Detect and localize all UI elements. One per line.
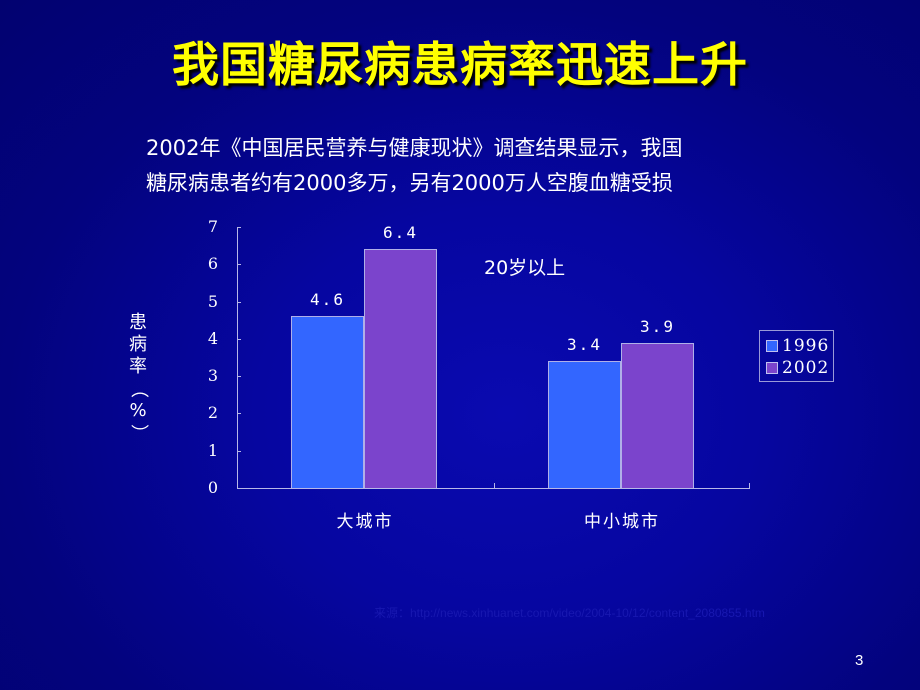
y-tick-label: 7 — [207, 217, 218, 236]
bar-1996-0 — [291, 316, 364, 488]
x-category-label: 中小城市 — [584, 512, 660, 532]
legend-label-2002: 2002 — [782, 358, 830, 378]
y-axis-label-char: ） — [128, 424, 149, 442]
y-tick-mark — [237, 227, 241, 228]
legend-item-1996: 1996 — [766, 336, 829, 356]
x-tick-mark — [494, 483, 495, 488]
legend-swatch-2002 — [766, 362, 778, 374]
y-axis-line — [237, 227, 238, 489]
bar-value-label: 3.9 — [640, 316, 675, 336]
bar-1996-1 — [548, 361, 621, 488]
y-tick-mark — [237, 338, 241, 340]
x-tick-mark — [749, 483, 750, 488]
x-axis-line — [237, 488, 750, 489]
y-tick-mark — [237, 413, 241, 415]
chart-legend: 1996 2002 — [759, 330, 834, 382]
y-axis-label-char: % — [129, 400, 147, 421]
y-tick-mark — [237, 264, 241, 266]
bar-value-label: 4.6 — [310, 290, 345, 310]
source-citation: 来源：http://news.xinhuanet.com/video/2004-… — [374, 606, 765, 620]
age-annotation: 20岁以上 — [484, 257, 566, 279]
y-tick-label: 3 — [207, 366, 218, 386]
legend-item-2002: 2002 — [766, 358, 829, 378]
y-tick-label: 1 — [207, 440, 218, 460]
subtitle-line-1: 2002年《中国居民营养与健康现状》调查结果显示，我国 — [146, 136, 683, 160]
bar-value-label: 6.4 — [383, 223, 418, 243]
y-tick-label: 4 — [207, 328, 218, 348]
legend-label-1996: 1996 — [782, 336, 830, 356]
y-axis-label: 患病率 （% ） — [126, 312, 150, 444]
y-tick-label: 0 — [207, 478, 218, 497]
page-number: 3 — [855, 652, 864, 669]
slide-title: 我国糖尿病患病率迅速上升 — [172, 38, 748, 93]
bar-2002-0 — [364, 249, 437, 488]
bar-value-label: 3.4 — [567, 335, 602, 355]
x-category-label: 大城市 — [336, 512, 394, 532]
bar-2002-1 — [621, 342, 694, 488]
subtitle-line-2: 糖尿病患者约有2000多万，另有2000万人空腹血糖受损 — [146, 171, 673, 195]
y-tick-mark — [237, 301, 241, 303]
y-axis-label-char: 率 — [129, 356, 147, 377]
y-tick-mark — [237, 376, 241, 378]
y-tick-label: 6 — [207, 254, 218, 274]
y-tick-mark — [237, 450, 241, 452]
y-tick-label: 5 — [207, 291, 218, 311]
slide-subtitle: 2002年《中国居民营养与健康现状》调查结果显示，我国 糖尿病患者约有2000多… — [146, 131, 846, 201]
y-axis-label-char: 病 — [129, 334, 147, 355]
y-axis-label-char: （ — [128, 380, 149, 398]
legend-swatch-1996 — [766, 340, 778, 352]
y-axis-label-char: 患 — [129, 312, 147, 333]
y-tick-label: 2 — [207, 403, 218, 423]
